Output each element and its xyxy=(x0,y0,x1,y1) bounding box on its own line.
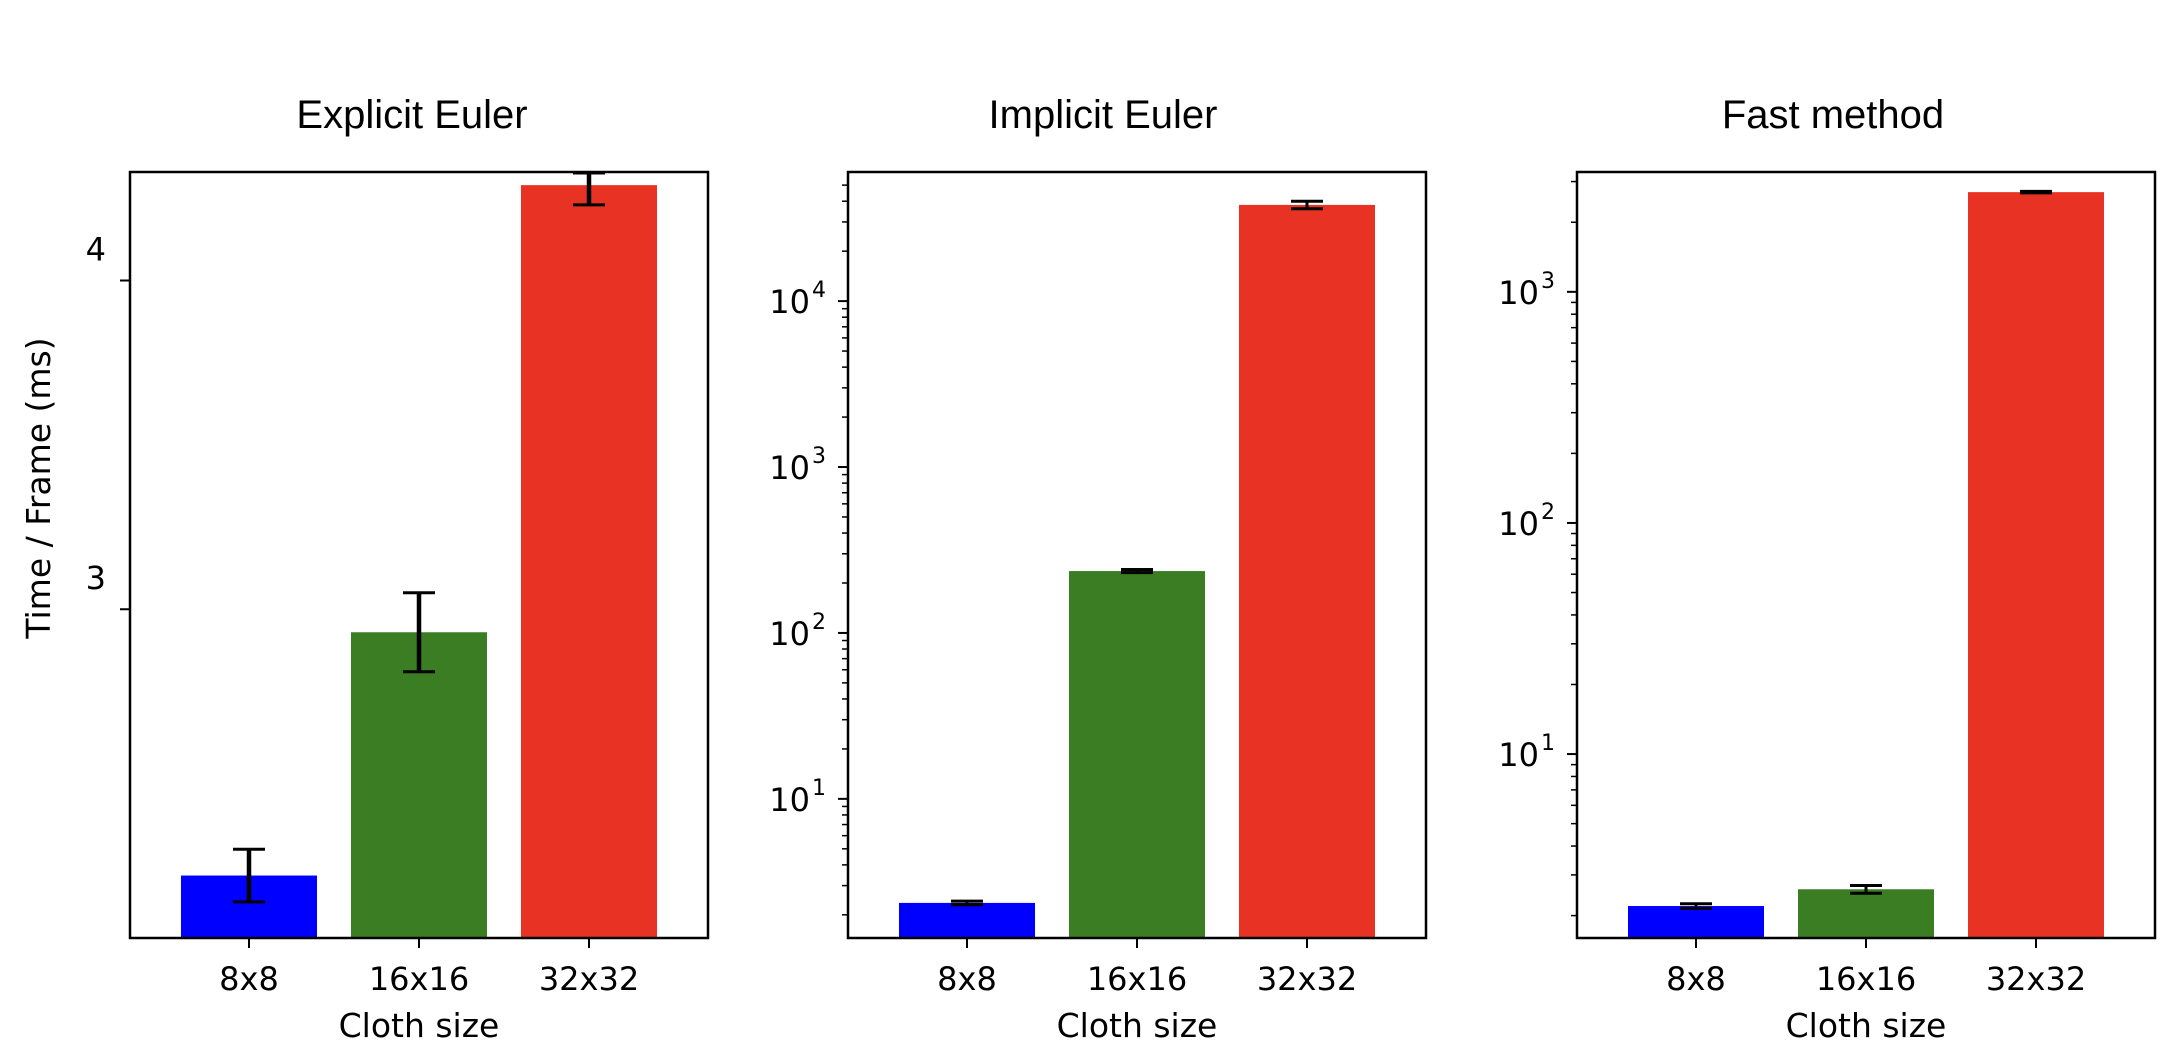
bar-32x32 xyxy=(1239,204,1375,938)
y-tick-label-base: 10 xyxy=(769,283,810,321)
x-tick-label-16x16: 16x16 xyxy=(369,960,469,998)
y-tick-label-base: 10 xyxy=(1498,736,1539,774)
x-tick-label-8x8: 8x8 xyxy=(937,960,997,998)
error-bar-32x32 xyxy=(1291,199,1323,211)
error-bar-8x8 xyxy=(233,847,265,904)
x-tick-group: 8x8 16x16 32x32 xyxy=(1666,938,2086,998)
x-axis-label: Cloth size xyxy=(1057,1006,1218,1045)
y-tick-label-base: 10 xyxy=(769,615,810,653)
y-tick-label-exponent: 3 xyxy=(1541,269,1555,294)
panel-explicit-euler: Explicit Euler 34 8x8 16x16 32x32 Cloth si… xyxy=(86,93,710,1045)
error-bar-8x8 xyxy=(1680,902,1712,910)
plot-frame xyxy=(846,170,1428,940)
y-tick-label-base: 10 xyxy=(769,781,810,819)
y-tick-label-base: 10 xyxy=(769,449,810,487)
y-tick-label: 4 xyxy=(86,230,106,268)
bar-16x16 xyxy=(1798,889,1934,938)
plot-frame xyxy=(128,170,710,940)
errorbar-group xyxy=(951,199,1323,907)
x-axis-label: Cloth size xyxy=(339,1006,500,1045)
x-tick-group: 8x8 16x16 32x32 xyxy=(937,938,1357,998)
y-tick-group: 34 xyxy=(86,230,130,611)
bar-16x16 xyxy=(351,632,487,938)
error-bar-8x8 xyxy=(951,899,983,907)
x-tick-label-32x32: 32x32 xyxy=(539,960,639,998)
panel-title: Fast method xyxy=(1722,93,1944,137)
y-tick-label-exponent: 2 xyxy=(812,610,826,635)
error-bar-16x16 xyxy=(1121,568,1153,575)
y-tick-label: 10 3 xyxy=(1498,269,1555,312)
x-tick-label-32x32: 32x32 xyxy=(1257,960,1357,998)
bar-32x32 xyxy=(521,185,657,938)
x-tick-group: 8x8 16x16 32x32 xyxy=(219,938,639,998)
bar-32x32 xyxy=(1968,192,2104,939)
bar-group xyxy=(899,204,1375,938)
error-bar-16x16 xyxy=(1850,883,1882,895)
y-tick-label-exponent: 1 xyxy=(1541,731,1555,756)
x-tick-label-8x8: 8x8 xyxy=(219,960,279,998)
x-tick-label-32x32: 32x32 xyxy=(1986,960,2086,998)
error-bar-16x16 xyxy=(403,591,435,674)
panel-title: Explicit Euler xyxy=(296,93,527,137)
x-axis-label: Cloth size xyxy=(1786,1006,1947,1045)
y-tick-label: 10 2 xyxy=(1498,500,1555,543)
x-tick-label-16x16: 16x16 xyxy=(1087,960,1187,998)
y-tick-label-exponent: 4 xyxy=(812,278,826,303)
bar-group xyxy=(1628,192,2104,939)
plot-frame xyxy=(1575,170,2157,940)
y-tick-label: 10 1 xyxy=(769,776,826,819)
y-tick-label-exponent: 3 xyxy=(812,444,826,469)
y-tick-label: 10 4 xyxy=(769,278,826,321)
x-tick-label-8x8: 8x8 xyxy=(1666,960,1726,998)
errorbar-group xyxy=(1680,189,2052,910)
x-tick-label-16x16: 16x16 xyxy=(1816,960,1916,998)
y-tick-label: 10 3 xyxy=(769,444,826,487)
y-axis-label: Time / Frame (ms) xyxy=(19,337,58,639)
y-tick-label: 10 2 xyxy=(769,610,826,653)
panel-title: Implicit Euler xyxy=(989,93,1218,137)
y-tick-label: 3 xyxy=(86,559,106,597)
bar-16x16 xyxy=(1069,571,1205,938)
y-tick-label-base: 10 xyxy=(1498,505,1539,543)
bar-8x8 xyxy=(899,902,1035,938)
y-tick-label-exponent: 1 xyxy=(812,776,826,801)
y-tick-label-exponent: 2 xyxy=(1541,500,1555,525)
y-tick-label: 10 1 xyxy=(1498,731,1555,774)
bar-group xyxy=(181,185,657,938)
error-bar-32x32 xyxy=(2020,189,2052,195)
bar-8x8 xyxy=(1628,906,1764,938)
y-tick-label-base: 10 xyxy=(1498,274,1539,312)
